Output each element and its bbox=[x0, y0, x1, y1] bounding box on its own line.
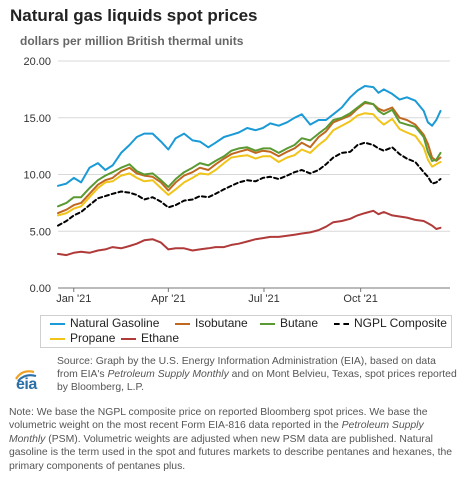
source-note: Source: Graph by the U.S. Energy Informa… bbox=[57, 355, 457, 395]
series-line-butane bbox=[57, 100, 442, 208]
footnote: Note: We base the NGPL composite price o… bbox=[9, 406, 461, 473]
series-line-natural-gasoline bbox=[57, 85, 442, 187]
series-lines bbox=[57, 85, 442, 257]
y-tick-label: 15.00 bbox=[23, 113, 51, 125]
series-line-propane bbox=[57, 112, 442, 217]
x-tick-label: Apr '21 bbox=[151, 293, 186, 305]
chart-title: Natural gas liquids spot prices bbox=[10, 6, 258, 25]
legend-label: NGPL Composite bbox=[354, 316, 447, 330]
note-text-end: (PSM). Volumetric weights are adjusted w… bbox=[9, 433, 453, 472]
legend-label: Isobutane bbox=[195, 316, 248, 330]
source-text: Source: Graph by the U.S. Energy Informa… bbox=[57, 356, 436, 381]
legend-swatch-ngpl-composite bbox=[334, 323, 349, 325]
legend-label: Ethane bbox=[141, 331, 180, 345]
eia-logo-icon bbox=[15, 370, 37, 382]
legend-swatch-propane bbox=[50, 338, 65, 340]
series-line-ngpl-composite bbox=[57, 141, 442, 227]
note-publication: Petroleum Supply Monthly bbox=[9, 420, 424, 445]
source-publication: Petroleum Supply Monthly bbox=[107, 369, 229, 381]
series-line-isobutane bbox=[57, 102, 442, 215]
x-axis-tick-labels: Jan '21 Apr '21 Jul '21 Oct '21 bbox=[56, 287, 450, 305]
source-text-end: and on Mont Belvieu, Texas, spot prices … bbox=[57, 369, 457, 394]
legend-swatch-isobutane bbox=[175, 323, 190, 325]
eia-logo-text: eia bbox=[16, 376, 37, 393]
legend-label: Propane bbox=[70, 331, 116, 345]
y-axis-tick-labels: 0.00 5.00 10.00 15.00 20.00 bbox=[23, 56, 51, 295]
y-tick-label: 0.00 bbox=[30, 283, 51, 295]
chart-subtitle: dollars per million British thermal unit… bbox=[20, 34, 244, 48]
legend-label: Natural Gasoline bbox=[70, 316, 160, 330]
legend-label: Butane bbox=[280, 316, 319, 330]
legend-swatch-natural-gasoline bbox=[50, 323, 65, 325]
legend-swatch-ethane bbox=[121, 338, 136, 340]
legend: Natural Gasoline Isobutane Butane NGPL C… bbox=[40, 315, 452, 348]
y-tick-label: 5.00 bbox=[30, 226, 51, 238]
legend-swatch-butane bbox=[260, 323, 275, 325]
x-tick-label: Jan '21 bbox=[56, 293, 91, 305]
note-text: Note: We base the NGPL composite price o… bbox=[9, 407, 428, 432]
x-tick-label: Oct '21 bbox=[343, 293, 378, 305]
series-line-ethane bbox=[57, 209, 442, 257]
y-tick-label: 20.00 bbox=[23, 56, 51, 68]
line-chart: 0.00 5.00 10.00 15.00 20.00 Jan '21 Apr '21 Ju… bbox=[23, 56, 450, 305]
y-tick-label: 10.00 bbox=[23, 170, 51, 182]
x-tick-label: Jul '21 bbox=[248, 293, 279, 305]
